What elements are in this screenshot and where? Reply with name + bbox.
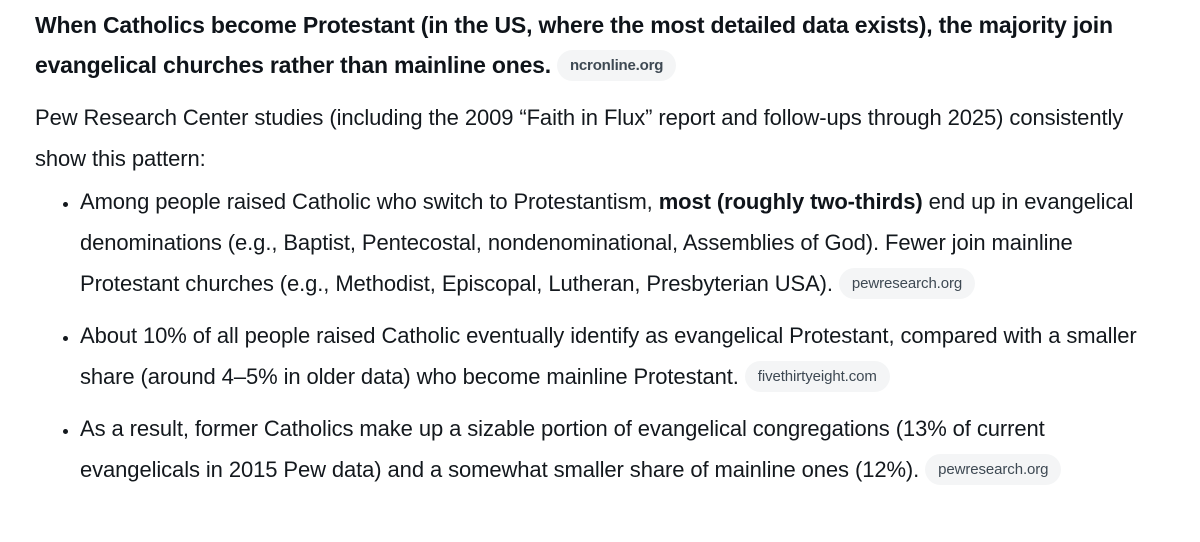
intro-paragraph: Pew Research Center studies (including t…	[35, 105, 1124, 171]
response-heading: When Catholics become Protestant (in the…	[35, 5, 1162, 85]
bullet-text: Among people raised Catholic who switch …	[80, 189, 659, 214]
answer-body: When Catholics become Protestant (in the…	[0, 0, 1200, 490]
bullet-text: About 10% of all people raised Catholic …	[80, 323, 1137, 389]
bullet-bold-text: most (roughly two-thirds)	[658, 189, 923, 214]
findings-list: Among people raised Catholic who switch …	[35, 181, 1162, 490]
citation-pill-pewresearch[interactable]: pewresearch.org	[925, 454, 1062, 485]
citation-pill-ncronline[interactable]: ncronline.org	[556, 50, 677, 81]
list-item-ten-percent: About 10% of all people raised Catholic …	[80, 315, 1162, 397]
list-item-former-catholics-share: As a result, former Catholics make up a …	[80, 408, 1162, 490]
bullet-text: end up in evangelical denominations (e.g…	[80, 189, 1134, 296]
bullet-text: As a result, former Catholics make up a …	[80, 416, 1045, 482]
citation-pill-fivethirtyeight[interactable]: fivethirtyeight.com	[744, 361, 890, 392]
citation-pill-pewresearch[interactable]: pewresearch.org	[838, 268, 976, 299]
list-item-evangelical-majority: Among people raised Catholic who switch …	[80, 181, 1162, 304]
heading-text: When Catholics become Protestant (in the…	[35, 12, 1113, 78]
